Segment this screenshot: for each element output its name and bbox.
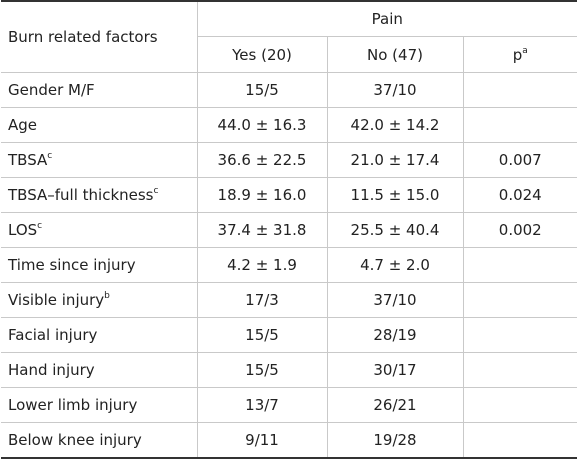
no-value-cell: 19/28 <box>327 422 464 459</box>
factor-cell: Gender M/F <box>1 72 198 108</box>
footnote-marker: b <box>104 291 110 301</box>
table-row: Gender M/F 15/5 37/10 <box>1 72 578 108</box>
factor-cell: Hand injury <box>1 352 198 388</box>
yes-value-cell: 9/11 <box>197 422 328 459</box>
no-value-cell: 37/10 <box>327 72 464 108</box>
table-row: Below knee injury 9/11 19/28 <box>1 422 578 459</box>
yes-value-cell: 15/5 <box>197 352 328 388</box>
p-value-cell <box>463 282 578 318</box>
factor-label: LOS <box>8 221 38 239</box>
p-footnote-marker: a <box>522 45 528 56</box>
no-value-cell: 21.0 ± 17.4 <box>327 142 464 178</box>
yes-value-cell: 13/7 <box>197 387 328 423</box>
p-value-cell <box>463 422 578 459</box>
factor-label: Lower limb injury <box>8 396 138 414</box>
table-row: Age 44.0 ± 16.3 42.0 ± 14.2 <box>1 107 578 143</box>
yes-value-cell: 18.9 ± 16.0 <box>197 177 328 213</box>
factor-label: Visible injury <box>8 291 105 309</box>
pain-group-header: Pain <box>197 0 578 37</box>
p-value-cell <box>463 387 578 423</box>
factor-label: Facial injury <box>8 326 98 344</box>
factor-cell: Visible injuryb <box>1 282 198 318</box>
footnote-marker: c <box>47 151 53 161</box>
factor-label: Age <box>8 116 38 134</box>
factor-label: TBSA <box>8 151 48 169</box>
table-row: Time since injury 4.2 ± 1.9 4.7 ± 2.0 <box>1 247 578 283</box>
factor-cell: TBSA–full thicknessc <box>1 177 198 213</box>
no-value-cell: 11.5 ± 15.0 <box>327 177 464 213</box>
factor-label: Time since injury <box>8 256 136 274</box>
footnote-marker: c <box>37 221 43 231</box>
p-value-cell <box>463 247 578 283</box>
no-value-cell: 4.7 ± 2.0 <box>327 247 464 283</box>
factor-label: Below knee injury <box>8 431 142 449</box>
yes-value-cell: 37.4 ± 31.8 <box>197 212 328 248</box>
p-column-header: pa <box>463 36 578 73</box>
factor-label: TBSA–full thickness <box>8 186 154 204</box>
p-value-cell <box>463 317 578 353</box>
no-column-header: No (47) <box>327 36 464 73</box>
table-row: LOSc 37.4 ± 31.8 25.5 ± 40.4 0.002 <box>1 212 578 248</box>
no-value-cell: 37/10 <box>327 282 464 318</box>
footnote-marker: c <box>153 186 159 196</box>
yes-column-header: Yes (20) <box>197 36 328 73</box>
p-value-cell <box>463 352 578 388</box>
p-value-cell: 0.002 <box>463 212 578 248</box>
no-value-cell: 28/19 <box>327 317 464 353</box>
table-row: Lower limb injury 13/7 26/21 <box>1 387 578 423</box>
yes-value-cell: 36.6 ± 22.5 <box>197 142 328 178</box>
table-row: Hand injury 15/5 30/17 <box>1 352 578 388</box>
factor-header: Burn related factors <box>1 0 198 73</box>
p-label: p <box>512 45 523 64</box>
table-row: TBSA–full thicknessc 18.9 ± 16.0 11.5 ± 15… <box>1 177 578 213</box>
yes-value-cell: 15/5 <box>197 72 328 108</box>
factor-cell: Lower limb injury <box>1 387 198 423</box>
factor-label: Hand injury <box>8 361 95 379</box>
yes-value-cell: 4.2 ± 1.9 <box>197 247 328 283</box>
no-value-cell: 25.5 ± 40.4 <box>327 212 464 248</box>
yes-value-cell: 15/5 <box>197 317 328 353</box>
table-row: Facial injury 15/5 28/19 <box>1 317 578 353</box>
factor-cell: Below knee injury <box>1 422 198 459</box>
factor-cell: Age <box>1 107 198 143</box>
factor-cell: LOSc <box>1 212 198 248</box>
no-value-cell: 26/21 <box>327 387 464 423</box>
factor-cell: TBSAc <box>1 142 198 178</box>
no-value-cell: 42.0 ± 14.2 <box>327 107 464 143</box>
p-value-cell <box>463 107 578 143</box>
p-value-cell <box>463 72 578 108</box>
p-value-cell: 0.024 <box>463 177 578 213</box>
p-value-cell: 0.007 <box>463 142 578 178</box>
yes-value-cell: 17/3 <box>197 282 328 318</box>
no-value-cell: 30/17 <box>327 352 464 388</box>
factor-cell: Time since injury <box>1 247 198 283</box>
table-row: Visible injuryb 17/3 37/10 <box>1 282 578 318</box>
factor-cell: Facial injury <box>1 317 198 353</box>
factor-label: Gender M/F <box>8 81 95 99</box>
yes-value-cell: 44.0 ± 16.3 <box>197 107 328 143</box>
table-row: TBSAc 36.6 ± 22.5 21.0 ± 17.4 0.007 <box>1 142 578 178</box>
